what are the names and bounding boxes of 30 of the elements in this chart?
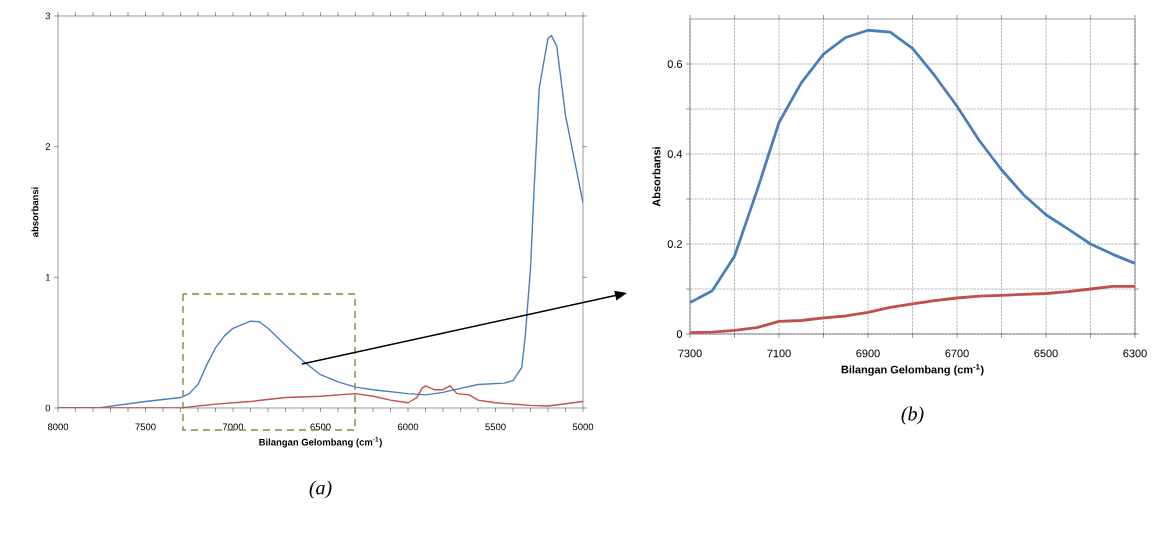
line-series [58, 385, 583, 408]
text: (b) [901, 406, 924, 425]
y-tick-label: 0 [45, 404, 51, 412]
y-tick-label: 0.2 [667, 240, 682, 248]
y-tick-label: 0.6 [667, 60, 682, 68]
x-tick-label: 7300 [678, 349, 702, 358]
y-tick-label: 2 [45, 143, 51, 150]
line-series [690, 284, 1136, 334]
x-tick-label: 6500 [310, 423, 331, 431]
x-axis-title: Bilangan Gelombang (cm$^{-1}$) [259, 437, 382, 448]
x-tick-label: 6000 [397, 423, 419, 431]
text: (a) [309, 480, 332, 499]
x-tick-label: 6300 [1123, 349, 1147, 358]
y-axis-title: absorbansi [31, 187, 39, 237]
line-series [690, 28, 1136, 304]
y-tick-label: 0.4 [667, 150, 683, 158]
x-tick-label: 8000 [47, 423, 69, 431]
y-tick-label: 3 [45, 12, 51, 20]
x-tick-label: 6700 [945, 349, 969, 358]
y-axis-title: Absorbansi [652, 147, 661, 207]
x-tick-label: 6900 [856, 349, 880, 358]
y-tick-label: 0 [676, 330, 683, 338]
x-tick-label: 7000 [222, 423, 244, 431]
x-axis-title: Bilangan Gelombang (cm$^{-1}$) [841, 364, 984, 376]
y-tick-label: 1 [45, 274, 51, 281]
x-tick-label: 7500 [135, 423, 156, 431]
x-tick-label: 7100 [767, 349, 791, 358]
x-tick-label: 5500 [485, 423, 506, 431]
x-tick-label: 5000 [572, 423, 594, 431]
x-tick-label: 6500 [1034, 349, 1058, 358]
